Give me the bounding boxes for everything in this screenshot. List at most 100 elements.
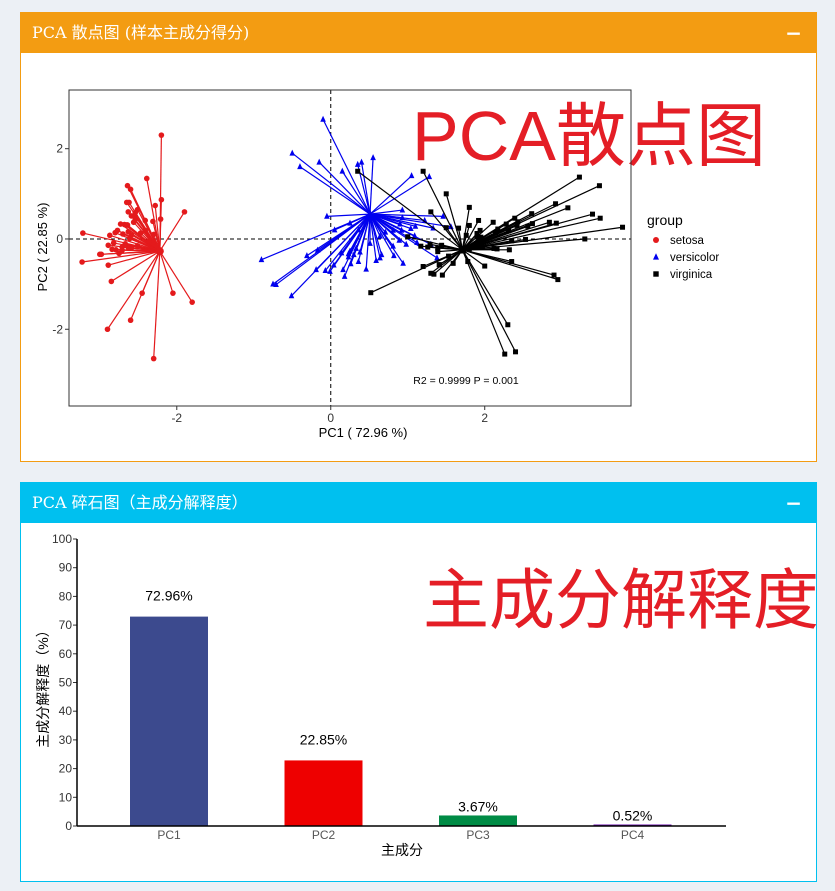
- point-versicolor: [341, 272, 348, 279]
- spoke-versicolor: [369, 213, 434, 229]
- point-versicolor: [355, 257, 362, 264]
- spoke-versicolor: [369, 213, 394, 247]
- spoke-versicolor: [360, 162, 371, 215]
- point-versicolor: [320, 115, 326, 122]
- point-virginica: [428, 209, 434, 215]
- point-virginica: [435, 249, 441, 255]
- point-versicolor: [382, 228, 389, 235]
- spoke-versicolor: [369, 213, 444, 217]
- point-versicolor: [391, 252, 397, 259]
- spoke-setosa: [159, 250, 193, 303]
- spoke-setosa: [106, 250, 161, 330]
- legend-label-versicolor: versicolor: [670, 252, 719, 264]
- pca-scatter-chart: PCA散点图 -2 0 2 -2 0 2 PC1 ( 72.96 %) PC2 ( 22.85 …: [35, 89, 766, 440]
- x-tick-label: -2: [171, 411, 182, 425]
- point-virginica: [551, 272, 557, 278]
- point-setosa: [157, 216, 164, 222]
- spoke-virginica: [422, 170, 463, 251]
- point-versicolor: [399, 214, 406, 221]
- point-virginica: [450, 260, 456, 266]
- point-virginica: [443, 225, 449, 231]
- spoke-setosa: [109, 234, 161, 252]
- spoke-virginica: [357, 170, 463, 251]
- point-versicolor: [440, 212, 446, 219]
- spoke-versicolor: [369, 157, 374, 215]
- collapse-icon[interactable]: −: [785, 491, 802, 515]
- point-virginica: [465, 259, 471, 265]
- spoke-setosa: [159, 211, 185, 252]
- point-versicolor: [331, 261, 337, 268]
- spoke-setosa: [153, 251, 161, 359]
- point-virginica: [513, 349, 519, 355]
- legend-title: group: [647, 212, 683, 228]
- point-versicolor: [347, 219, 353, 226]
- point-setosa: [108, 278, 115, 285]
- y-tick-label: 10: [59, 790, 73, 804]
- point-versicolor: [351, 251, 357, 258]
- point-virginica: [443, 191, 449, 197]
- y-tick-label: 100: [52, 532, 72, 546]
- collapse-icon[interactable]: −: [785, 21, 802, 45]
- point-virginica: [493, 230, 499, 236]
- point-versicolor: [327, 267, 333, 274]
- point-setosa: [124, 222, 131, 228]
- point-virginica: [436, 262, 442, 268]
- point-virginica: [479, 244, 485, 250]
- centroid-setosa: [155, 247, 164, 256]
- legend: group setosa versicolor virginica: [647, 212, 719, 281]
- point-setosa: [152, 202, 159, 209]
- point-setosa: [96, 251, 103, 258]
- point-virginica: [514, 222, 520, 228]
- point-virginica: [477, 227, 483, 233]
- point-virginica: [525, 223, 531, 229]
- x-tick-label: PC4: [621, 828, 645, 842]
- point-virginica: [494, 246, 500, 252]
- legend-label-virginica: virginica: [670, 269, 713, 281]
- legend-marker-versicolor: [653, 253, 659, 260]
- spoke-virginica: [461, 249, 517, 353]
- spoke-versicolor: [291, 152, 371, 215]
- spoke-versicolor: [369, 175, 412, 215]
- point-virginica: [503, 221, 509, 227]
- point-virginica: [476, 217, 482, 223]
- x-axis-label: PC1 ( 72.96 %): [319, 425, 408, 440]
- point-virginica: [463, 232, 469, 238]
- point-versicolor: [400, 259, 406, 266]
- point-versicolor: [353, 244, 359, 251]
- x-tick-label: PC1: [157, 828, 181, 842]
- point-versicolor: [390, 242, 396, 249]
- bar-value-label: 72.96%: [145, 588, 192, 604]
- point-versicolor: [316, 158, 323, 165]
- point-virginica: [553, 220, 559, 226]
- bar-PC1: [130, 616, 208, 826]
- spoke-versicolor: [369, 213, 381, 237]
- point-versicolor: [403, 240, 409, 247]
- point-versicolor: [414, 238, 420, 245]
- bar-value-label: 3.67%: [458, 798, 498, 814]
- point-virginica: [420, 168, 426, 174]
- point-virginica: [491, 245, 497, 251]
- spoke-virginica: [407, 236, 463, 251]
- spoke-setosa: [99, 250, 160, 255]
- point-virginica: [495, 226, 501, 232]
- spoke-virginica: [462, 225, 529, 251]
- point-versicolor: [397, 220, 403, 227]
- spoke-setosa: [108, 250, 161, 266]
- bar-PC2: [284, 760, 363, 826]
- point-versicolor: [322, 266, 329, 273]
- y-tick-label: 20: [59, 762, 73, 776]
- spoke-virginica: [445, 193, 463, 250]
- y-tick-label: 70: [59, 618, 73, 632]
- point-virginica: [427, 241, 433, 247]
- point-setosa: [127, 317, 134, 324]
- point-setosa: [170, 290, 176, 296]
- point-virginica: [576, 174, 582, 180]
- point-setosa: [80, 230, 86, 236]
- point-versicolor: [345, 253, 352, 260]
- point-versicolor: [288, 292, 295, 299]
- scree-bar-chart: 主成分解释度 0 10 20 30 40 50 60 70 80 90 100 72.96% PC1 22.…: [35, 532, 816, 858]
- y-tick-label: 2: [56, 142, 63, 156]
- legend-marker-setosa: [653, 237, 659, 243]
- spoke-versicolor: [347, 213, 371, 258]
- point-setosa: [114, 227, 121, 234]
